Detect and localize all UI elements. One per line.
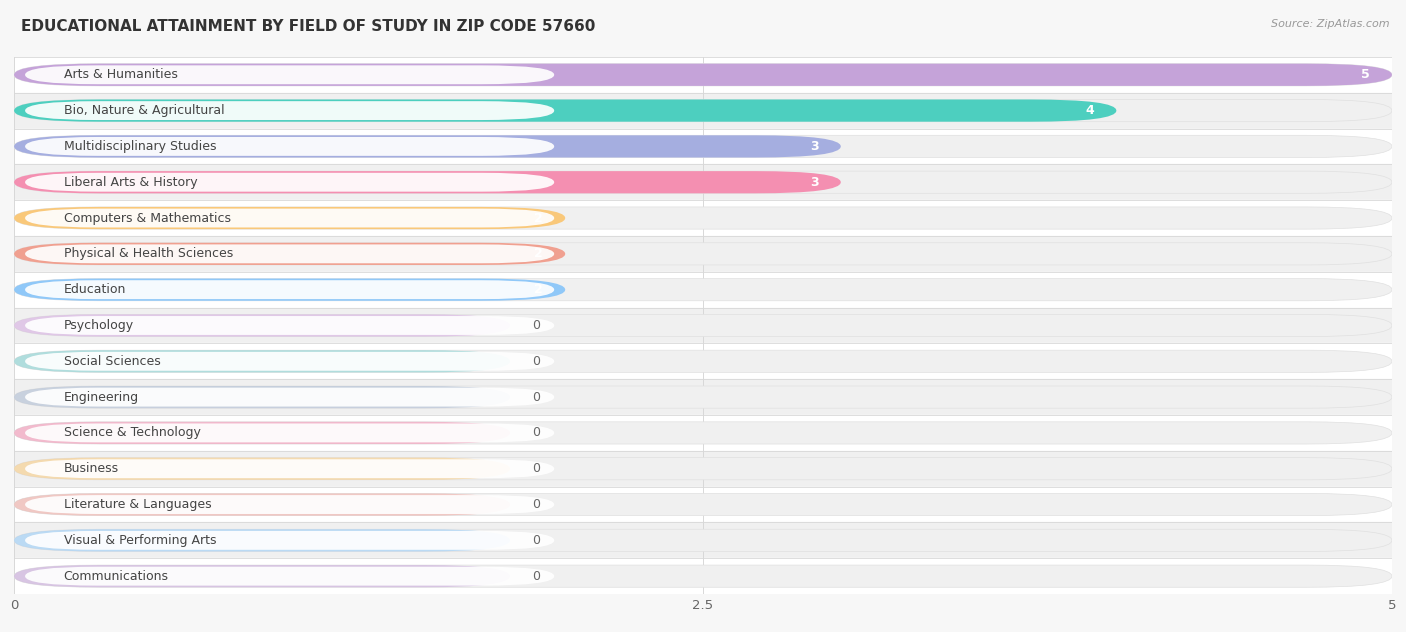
- FancyBboxPatch shape: [14, 458, 510, 480]
- FancyBboxPatch shape: [14, 314, 510, 337]
- Text: 3: 3: [810, 176, 818, 189]
- FancyBboxPatch shape: [14, 243, 565, 265]
- FancyBboxPatch shape: [25, 137, 554, 156]
- FancyBboxPatch shape: [14, 279, 565, 301]
- FancyBboxPatch shape: [25, 567, 554, 586]
- Text: Bio, Nature & Agricultural: Bio, Nature & Agricultural: [63, 104, 225, 117]
- Bar: [14, 415, 1392, 451]
- FancyBboxPatch shape: [14, 99, 1392, 122]
- Text: Multidisciplinary Studies: Multidisciplinary Studies: [63, 140, 217, 153]
- Text: Visual & Performing Arts: Visual & Performing Arts: [63, 534, 217, 547]
- Text: 0: 0: [531, 569, 540, 583]
- FancyBboxPatch shape: [25, 65, 554, 84]
- Bar: [14, 236, 1392, 272]
- FancyBboxPatch shape: [14, 64, 1392, 86]
- Text: Psychology: Psychology: [63, 319, 134, 332]
- Text: Communications: Communications: [63, 569, 169, 583]
- FancyBboxPatch shape: [25, 280, 554, 299]
- Bar: [14, 57, 1392, 93]
- Text: 0: 0: [531, 319, 540, 332]
- FancyBboxPatch shape: [14, 458, 1392, 480]
- Text: Education: Education: [63, 283, 127, 296]
- Text: Social Sciences: Social Sciences: [63, 355, 160, 368]
- Bar: [14, 93, 1392, 128]
- FancyBboxPatch shape: [14, 135, 1392, 157]
- Text: 0: 0: [531, 355, 540, 368]
- Text: Literature & Languages: Literature & Languages: [63, 498, 211, 511]
- Text: Business: Business: [63, 462, 118, 475]
- Text: 0: 0: [531, 462, 540, 475]
- FancyBboxPatch shape: [14, 350, 1392, 372]
- FancyBboxPatch shape: [14, 494, 1392, 516]
- FancyBboxPatch shape: [14, 529, 510, 552]
- FancyBboxPatch shape: [14, 565, 510, 587]
- Text: 3: 3: [810, 140, 818, 153]
- Bar: [14, 379, 1392, 415]
- FancyBboxPatch shape: [14, 207, 565, 229]
- FancyBboxPatch shape: [25, 101, 554, 120]
- Bar: [14, 200, 1392, 236]
- Text: Physical & Health Sciences: Physical & Health Sciences: [63, 247, 233, 260]
- Text: Liberal Arts & History: Liberal Arts & History: [63, 176, 197, 189]
- Bar: [14, 128, 1392, 164]
- Text: Engineering: Engineering: [63, 391, 139, 404]
- FancyBboxPatch shape: [14, 207, 1392, 229]
- Bar: [14, 164, 1392, 200]
- Text: Computers & Mathematics: Computers & Mathematics: [63, 212, 231, 224]
- FancyBboxPatch shape: [25, 352, 554, 371]
- FancyBboxPatch shape: [25, 209, 554, 228]
- Text: Arts & Humanities: Arts & Humanities: [63, 68, 177, 82]
- FancyBboxPatch shape: [14, 494, 510, 516]
- Text: 2: 2: [534, 283, 543, 296]
- FancyBboxPatch shape: [25, 531, 554, 550]
- FancyBboxPatch shape: [14, 422, 510, 444]
- FancyBboxPatch shape: [14, 171, 1392, 193]
- FancyBboxPatch shape: [14, 314, 1392, 337]
- FancyBboxPatch shape: [25, 245, 554, 264]
- FancyBboxPatch shape: [25, 459, 554, 478]
- Text: 5: 5: [1361, 68, 1369, 82]
- Text: Science & Technology: Science & Technology: [63, 427, 201, 439]
- FancyBboxPatch shape: [14, 279, 1392, 301]
- FancyBboxPatch shape: [25, 495, 554, 514]
- Text: 2: 2: [534, 212, 543, 224]
- Text: 4: 4: [1085, 104, 1094, 117]
- Text: Source: ZipAtlas.com: Source: ZipAtlas.com: [1271, 19, 1389, 29]
- FancyBboxPatch shape: [14, 529, 1392, 552]
- Text: 0: 0: [531, 498, 540, 511]
- Bar: [14, 487, 1392, 523]
- FancyBboxPatch shape: [14, 64, 1392, 86]
- Text: EDUCATIONAL ATTAINMENT BY FIELD OF STUDY IN ZIP CODE 57660: EDUCATIONAL ATTAINMENT BY FIELD OF STUDY…: [21, 19, 596, 34]
- Bar: [14, 308, 1392, 343]
- Bar: [14, 451, 1392, 487]
- FancyBboxPatch shape: [14, 565, 1392, 587]
- FancyBboxPatch shape: [14, 135, 841, 157]
- FancyBboxPatch shape: [25, 423, 554, 442]
- Bar: [14, 558, 1392, 594]
- FancyBboxPatch shape: [25, 387, 554, 406]
- Text: 0: 0: [531, 534, 540, 547]
- FancyBboxPatch shape: [25, 316, 554, 335]
- FancyBboxPatch shape: [14, 386, 1392, 408]
- Text: 2: 2: [534, 247, 543, 260]
- Bar: [14, 523, 1392, 558]
- FancyBboxPatch shape: [14, 171, 841, 193]
- FancyBboxPatch shape: [14, 350, 510, 372]
- FancyBboxPatch shape: [14, 386, 510, 408]
- Text: 0: 0: [531, 427, 540, 439]
- FancyBboxPatch shape: [25, 173, 554, 191]
- FancyBboxPatch shape: [14, 243, 1392, 265]
- FancyBboxPatch shape: [14, 99, 1116, 122]
- Text: 0: 0: [531, 391, 540, 404]
- Bar: [14, 272, 1392, 308]
- Bar: [14, 343, 1392, 379]
- FancyBboxPatch shape: [14, 422, 1392, 444]
